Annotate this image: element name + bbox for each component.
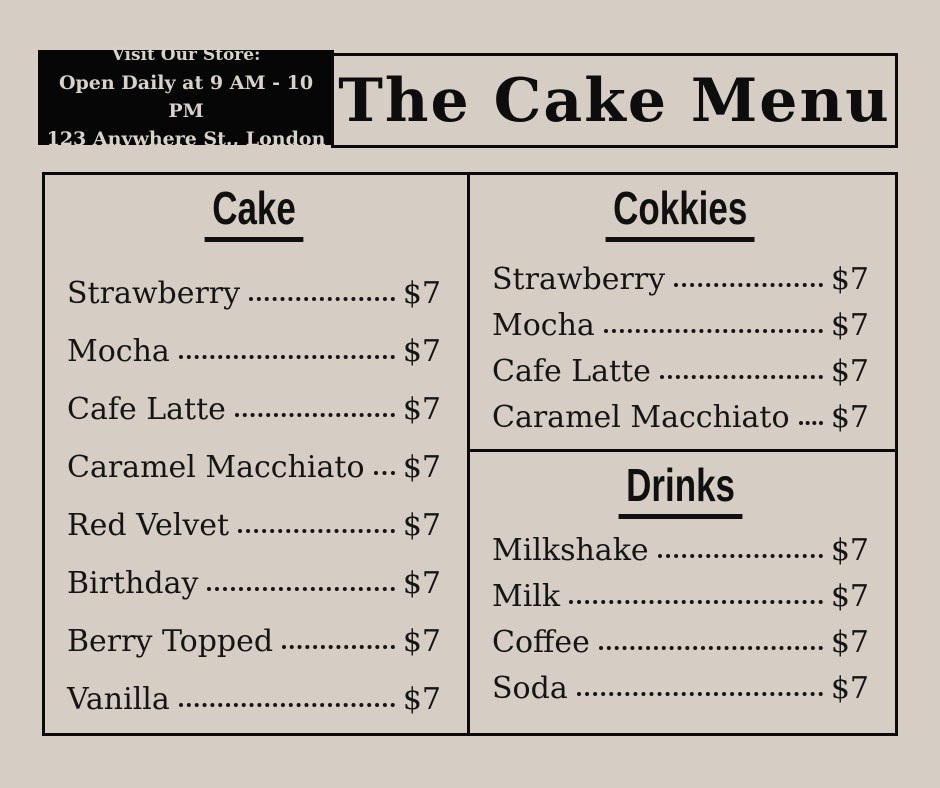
section-heading-wrap: Cake [67, 183, 441, 242]
dot-leader [674, 283, 823, 287]
section-title-cokkies: Cokkies [605, 183, 756, 242]
item-price: $7 [830, 670, 869, 706]
menu-item-row: Cafe Latte $7 [67, 369, 441, 427]
item-price: $7 [830, 399, 869, 435]
dot-leader [598, 646, 823, 650]
menu-item-row: Cafe Latte $7 [492, 343, 869, 389]
dot-leader [249, 297, 395, 301]
section-heading-wrap: Drinks [492, 460, 869, 519]
page-title: The Cake Menu [338, 65, 891, 136]
section-heading-wrap: Cokkies [492, 183, 869, 242]
store-info-line: Visit Our Store: [111, 45, 261, 65]
menu-item-row: Caramel Macchiato $7 [67, 427, 441, 485]
menu-item-list: Milkshake $7 Milk $7 Coffee $7 Soda $7 [492, 522, 869, 706]
menu-item-row: Red Velvet $7 [67, 485, 441, 543]
menu-item-row: Birthday $7 [67, 543, 441, 601]
item-name: Strawberry [492, 261, 666, 297]
dot-leader [798, 421, 823, 425]
dot-leader [282, 645, 395, 649]
store-info-line: Open Daily at 9 AM - 10 PM [58, 72, 314, 122]
menu-item-list: Strawberry $7 Mocha $7 Cafe Latte $7 Car… [67, 253, 441, 717]
item-name: Birthday [67, 565, 199, 601]
section-cokkies: Cokkies Strawberry $7 Mocha $7 Cafe Latt… [467, 172, 898, 452]
section-title-drinks: Drinks [618, 460, 743, 519]
section-title-cake: Cake [204, 183, 304, 242]
item-name: Caramel Macchiato [492, 399, 790, 435]
dot-leader [569, 600, 823, 604]
item-name: Milk [492, 578, 561, 614]
dot-leader [178, 703, 395, 707]
menu-item-row: Soda $7 [492, 660, 869, 706]
store-info-line: 123 Anywhere St., London [46, 128, 326, 150]
title-box: The Cake Menu [331, 53, 898, 148]
item-price: $7 [830, 261, 869, 297]
menu-item-row: Berry Topped $7 [67, 601, 441, 659]
section-drinks: Drinks Milkshake $7 Milk $7 Coffee $7 So… [467, 449, 898, 736]
menu-item-row: Mocha $7 [67, 311, 441, 369]
dot-leader [238, 529, 395, 533]
menu-item-row: Milk $7 [492, 568, 869, 614]
item-price: $7 [830, 307, 869, 343]
menu-item-row: Mocha $7 [492, 297, 869, 343]
item-price: $7 [402, 623, 441, 659]
item-price: $7 [402, 391, 441, 427]
item-name: Caramel Macchiato [67, 449, 365, 485]
item-name: Mocha [67, 333, 170, 369]
menu-item-row: Caramel Macchiato $7 [492, 389, 869, 435]
item-price: $7 [830, 532, 869, 568]
item-name: Cafe Latte [67, 391, 226, 427]
dot-leader [603, 329, 823, 333]
item-price: $7 [402, 681, 441, 717]
section-cake: Cake Strawberry $7 Mocha $7 Cafe Latte $… [42, 172, 470, 736]
item-price: $7 [402, 565, 441, 601]
menu-item-row: Vanilla $7 [67, 659, 441, 717]
item-name: Berry Topped [67, 623, 274, 659]
store-info-box: Visit Our Store: Open Daily at 9 AM - 10… [38, 45, 334, 150]
item-name: Vanilla [67, 681, 170, 717]
item-price: $7 [402, 333, 441, 369]
menu-item-row: Strawberry $7 [492, 251, 869, 297]
item-name: Mocha [492, 307, 595, 343]
item-name: Cafe Latte [492, 353, 651, 389]
dot-leader [657, 554, 823, 558]
menu-item-list: Strawberry $7 Mocha $7 Cafe Latte $7 Car… [492, 251, 869, 435]
item-price: $7 [830, 624, 869, 660]
dot-leader [659, 375, 823, 379]
item-name: Milkshake [492, 532, 649, 568]
item-name: Red Velvet [67, 507, 230, 543]
item-price: $7 [402, 449, 441, 485]
dot-leader [207, 587, 395, 591]
item-price: $7 [830, 353, 869, 389]
menu-item-row: Strawberry $7 [67, 253, 441, 311]
dot-leader [576, 692, 823, 696]
dot-leader [234, 413, 395, 417]
dot-leader [373, 471, 395, 475]
menu-item-row: Milkshake $7 [492, 522, 869, 568]
item-price: $7 [402, 275, 441, 311]
menu-item-row: Coffee $7 [492, 614, 869, 660]
item-name: Coffee [492, 624, 590, 660]
item-name: Soda [492, 670, 568, 706]
item-price: $7 [402, 507, 441, 543]
dot-leader [178, 355, 395, 359]
item-price: $7 [830, 578, 869, 614]
item-name: Strawberry [67, 275, 241, 311]
